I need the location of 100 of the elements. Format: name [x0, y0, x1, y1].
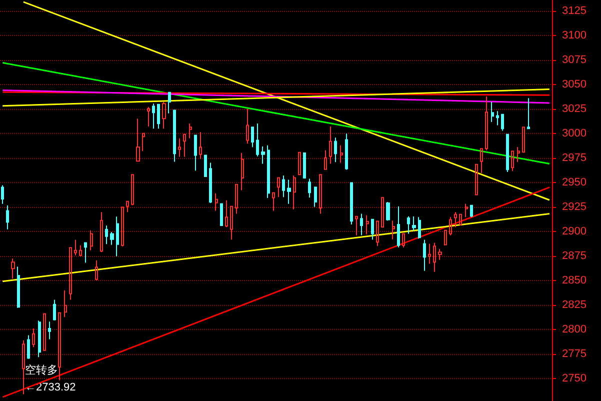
candlestick: [168, 92, 171, 114]
candlestick: [43, 313, 46, 352]
candlestick: [69, 246, 72, 300]
candlestick: [189, 123, 192, 139]
candlestick: [230, 206, 233, 240]
candlestick: [116, 216, 119, 257]
candlestick: [261, 146, 265, 164]
candlestick: [53, 299, 56, 321]
candlestick: [100, 212, 103, 253]
candlestick: [444, 230, 447, 246]
candlestick: [314, 186, 317, 208]
y-tick-label: 2800: [562, 323, 586, 336]
candlestick: [298, 152, 301, 176]
candlestick: [225, 200, 228, 228]
candlestick: [38, 320, 41, 358]
candlestick: [392, 220, 395, 240]
y-tick-label: 3100: [562, 29, 586, 42]
candlestick: [319, 174, 322, 214]
y-tick-label: 2750: [562, 372, 586, 384]
candlestick: [480, 148, 483, 174]
candlestick: [303, 152, 306, 179]
y-tick-label: 3025: [562, 102, 586, 115]
candlestick: [496, 110, 499, 126]
candlestick: [407, 216, 410, 234]
candlestick: [17, 266, 20, 308]
candlestick: [267, 144, 270, 199]
candlestick: [209, 162, 212, 204]
candlestick: [215, 192, 218, 212]
candlestick: [272, 192, 275, 212]
y-tick-label: 2875: [562, 250, 586, 262]
candlestick: [194, 134, 197, 172]
candlestick: [22, 340, 25, 395]
candlestick: [79, 244, 82, 257]
candlestick: [95, 260, 98, 281]
candlestick: [459, 214, 462, 226]
y-tick-label: 3075: [562, 54, 586, 66]
candlestick: [282, 175, 285, 198]
candlestick: [287, 179, 291, 204]
candlestick: [251, 126, 254, 148]
candlestick: [350, 182, 353, 226]
candlestick: [485, 96, 488, 151]
candlestick: [136, 118, 140, 162]
candlestick: [235, 184, 238, 214]
candlestick: [511, 150, 514, 172]
candlestick: [527, 98, 530, 130]
candlestick: [293, 175, 296, 210]
candlestick: [506, 134, 509, 172]
candlestick: [386, 201, 390, 222]
candlestick: [324, 150, 327, 170]
candlestick: [11, 258, 15, 279]
candlestick: [142, 132, 145, 152]
candlestick: [366, 214, 369, 235]
candlestick: [183, 134, 186, 158]
candlestick: [121, 206, 124, 247]
candlestick: [397, 206, 400, 248]
candlestick: [204, 154, 207, 177]
candlestick: [402, 233, 405, 248]
annotation: ←2733.92: [25, 382, 76, 394]
candlestick: [152, 103, 155, 130]
candlestick: [517, 146, 520, 163]
candlestick: [329, 126, 332, 164]
y-tick-label: 3050: [562, 78, 586, 90]
candlestick: [428, 243, 431, 264]
y-tick-label: 2850: [562, 274, 586, 286]
candlestick: [27, 334, 30, 360]
candlestick: [381, 196, 384, 228]
candlestick: [1, 184, 4, 204]
candlestick: [470, 204, 473, 218]
y-tick-label: 3125: [562, 4, 586, 17]
candlestick: [449, 216, 452, 236]
candlestick: [277, 177, 280, 198]
candlestick: [418, 216, 421, 240]
candlestick: [345, 133, 348, 170]
candlestick: [32, 328, 35, 348]
candlestick: [308, 178, 311, 198]
candlestick: [105, 225, 108, 245]
candlestick: [355, 216, 358, 236]
candlestick: [173, 110, 176, 162]
y-tick-label: 2925: [562, 200, 586, 213]
candlestick: [360, 213, 363, 236]
candlestick: [454, 212, 457, 228]
candlestick: [157, 104, 160, 130]
candlestick: [199, 132, 202, 160]
candlestick: [48, 321, 51, 340]
candlestick: [501, 114, 504, 132]
candlestick: [475, 164, 478, 196]
candlestick: [64, 290, 67, 318]
y-tick-label: 3000: [562, 127, 586, 140]
candlestick: [241, 152, 244, 191]
candlestick: [465, 203, 468, 218]
candlestick: [220, 203, 223, 226]
annotation: 空转多: [25, 364, 58, 376]
candlestick: [423, 239, 426, 272]
candlestick: [6, 204, 9, 230]
candlestick: [147, 106, 150, 127]
y-tick-label: 2825: [562, 298, 586, 311]
candlestick: [58, 312, 61, 381]
y-tick-label: 2950: [562, 176, 586, 188]
candlestick: [340, 144, 343, 164]
candlestick: [371, 218, 374, 240]
